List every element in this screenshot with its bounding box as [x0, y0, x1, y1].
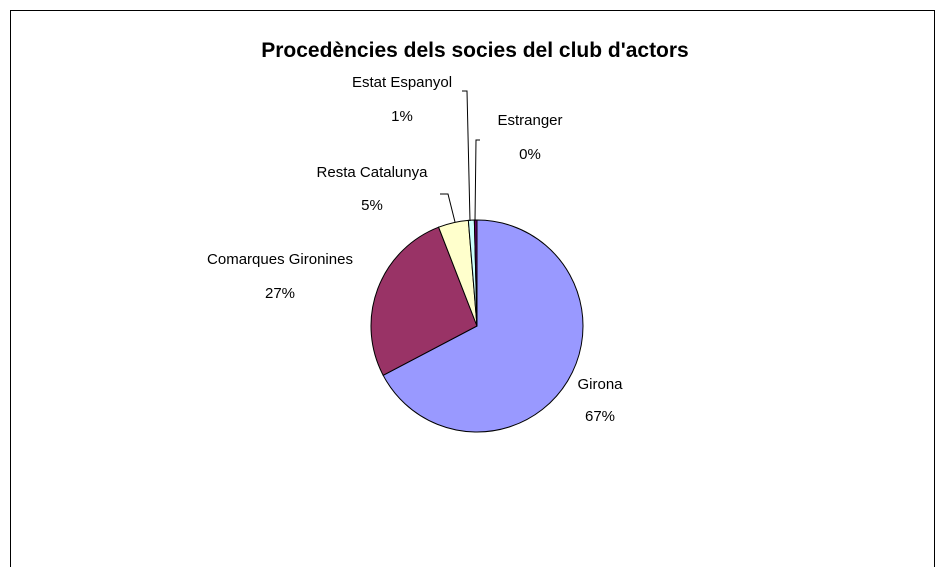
- slice-percent-label: 67%: [585, 408, 615, 425]
- slice-category-label: Resta Catalunya: [317, 164, 429, 181]
- leader-lines: [440, 90, 480, 223]
- leader-line-resta-catalunya: [440, 193, 456, 223]
- slice-category-label: Estranger: [497, 112, 562, 129]
- pie-slices: [370, 219, 584, 433]
- pie-slice-girona: [382, 219, 584, 433]
- slice-percent-label: 0%: [519, 146, 541, 163]
- slice-category-label: Estat Espanyol: [352, 74, 452, 91]
- slice-percent-label: 5%: [361, 197, 383, 214]
- leader-line-estranger: [474, 139, 480, 222]
- pie-slice-estranger: [473, 219, 478, 327]
- slice-category-label: Girona: [577, 376, 623, 393]
- slice-labels: Girona 67% Comarques Gironines 27% Resta Cat…: [207, 74, 623, 425]
- leader-line-estat-espanyol: [462, 90, 471, 222]
- slice-percent-label: 27%: [265, 285, 295, 302]
- chart-title: Procedències dels socies del club d'acto…: [261, 39, 689, 62]
- slice-category-label: Comarques Gironines: [207, 251, 353, 268]
- pie-slice-comarques-gironines: [370, 226, 478, 376]
- slice-percent-label: 1%: [391, 108, 413, 125]
